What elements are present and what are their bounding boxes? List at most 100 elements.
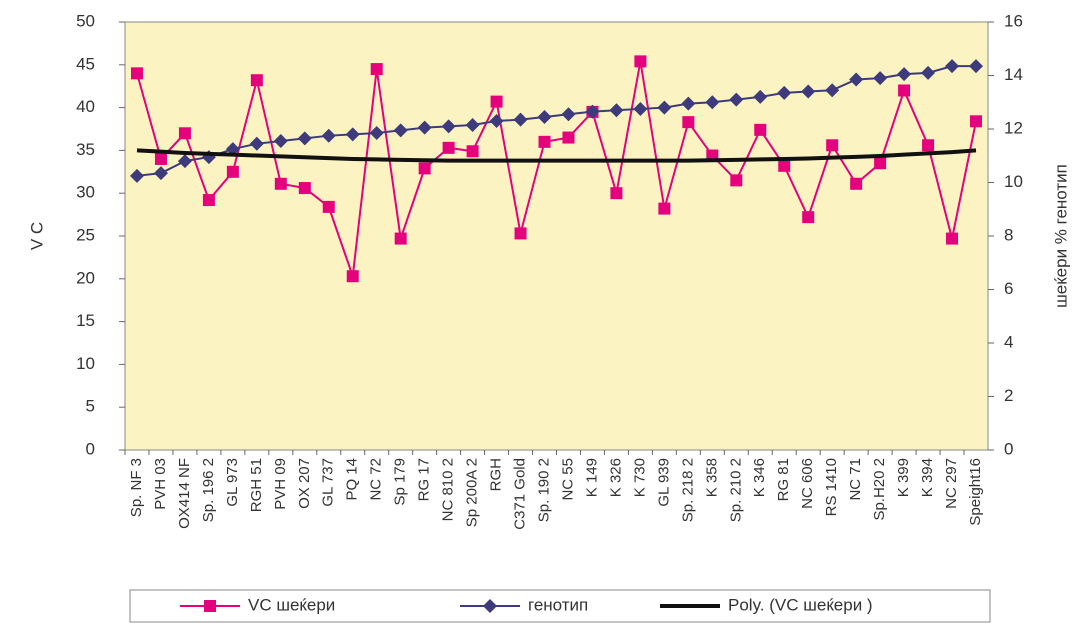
data-point [873, 71, 888, 86]
series-line [136, 148, 977, 163]
y2-tick-label: 14 [1004, 65, 1023, 84]
x-tick-label: K 399 [895, 458, 912, 497]
x-tick-label: K 358 [703, 458, 720, 497]
x-tick-label: GL 737 [320, 458, 337, 507]
data-point [466, 145, 479, 158]
x-tick-label: GL 973 [224, 458, 241, 507]
y2-tick-label: 0 [1004, 439, 1013, 458]
y2-tick-label: 12 [1004, 118, 1023, 137]
x-tick-label: Speight16 [967, 458, 984, 526]
data-point [682, 116, 695, 129]
y-tick-label: 5 [86, 397, 95, 416]
series-line [136, 61, 977, 277]
data-point [442, 141, 455, 154]
x-tick-label: GL 939 [655, 458, 672, 507]
x-tick-label: RG 81 [775, 458, 792, 501]
data-point [393, 123, 408, 138]
data-point [921, 65, 936, 80]
x-tick-label: NC 72 [368, 458, 385, 501]
y-tick-label: 0 [86, 439, 95, 458]
data-point [441, 119, 456, 134]
data-point [537, 109, 552, 124]
legend-box [129, 589, 991, 623]
data-point [177, 154, 192, 169]
data-point [969, 59, 984, 74]
x-tick-label: NC 606 [799, 458, 816, 509]
data-point [946, 232, 959, 245]
data-point [562, 131, 575, 144]
y2-axis-title: шеќери % генотип [1051, 164, 1070, 308]
x-tick-label: NC 810 2 [440, 458, 457, 521]
x-tick-label: K 326 [607, 458, 624, 497]
data-point [826, 139, 839, 152]
x-tick-label: Sp. NF 3 [128, 458, 145, 517]
x-tick-label: Sp.H20 2 [871, 458, 888, 521]
data-point [538, 135, 551, 148]
data-point [297, 131, 312, 146]
data-point [129, 168, 144, 183]
y2-tick-label: 16 [1004, 11, 1023, 30]
y-tick-label: 10 [76, 354, 95, 373]
x-tick-label: OX 207 [296, 458, 313, 509]
legend-label: Poly. (VC шеќери ) [728, 595, 873, 614]
data-point [801, 84, 816, 99]
x-tick-label: PVH 03 [152, 458, 169, 510]
y-tick-label: 35 [76, 140, 95, 159]
y-tick-label: 20 [76, 268, 95, 287]
data-point [298, 182, 311, 195]
data-point [226, 165, 239, 178]
data-point [249, 136, 264, 151]
y-tick-label: 45 [76, 54, 95, 73]
data-point [897, 67, 912, 82]
data-point [465, 117, 480, 132]
data-point [657, 100, 672, 115]
x-tick-label: NC 297 [943, 458, 960, 509]
data-point [874, 157, 887, 170]
data-point [561, 107, 576, 122]
data-point [705, 95, 720, 110]
x-tick-label: RS 1410 [823, 458, 840, 516]
data-point [658, 202, 671, 215]
data-point [585, 104, 600, 119]
x-tick-label: NC 55 [559, 458, 576, 501]
data-point [609, 103, 624, 118]
data-point [153, 166, 168, 181]
data-point [681, 96, 696, 111]
data-point [418, 162, 431, 175]
x-tick-label: Sp. 196 2 [200, 458, 217, 522]
x-tick-label: RG 17 [416, 458, 433, 501]
data-point [273, 134, 288, 149]
data-point [490, 95, 503, 108]
y-tick-label: 30 [76, 183, 95, 202]
data-point [633, 101, 648, 116]
x-tick-label: Sp. 190 2 [535, 458, 552, 522]
y-tick-label: 25 [76, 225, 95, 244]
data-point [370, 63, 383, 76]
x-tick-label: K 394 [919, 458, 936, 497]
data-point [922, 139, 935, 152]
data-point [825, 83, 840, 98]
data-point [322, 200, 335, 213]
x-tick-label: K 730 [631, 458, 648, 497]
data-point [898, 84, 911, 97]
data-point [970, 115, 983, 128]
data-point [513, 112, 528, 127]
y-tick-label: 15 [76, 311, 95, 330]
data-point [610, 187, 623, 200]
x-tick-label: PVH 09 [272, 458, 289, 510]
data-point [154, 152, 167, 165]
data-point [489, 113, 504, 128]
data-point [394, 232, 407, 245]
data-point [178, 127, 191, 140]
y-tick-label: 50 [76, 11, 95, 30]
y2-tick-label: 6 [1004, 279, 1013, 298]
y2-tick-label: 10 [1004, 172, 1023, 191]
data-point [202, 194, 215, 207]
data-point [250, 74, 263, 87]
data-point [514, 227, 527, 240]
legend-label: генотип [528, 595, 588, 614]
x-tick-label: NC 71 [847, 458, 864, 501]
data-point [849, 72, 864, 87]
x-tick-label: K 149 [583, 458, 600, 497]
